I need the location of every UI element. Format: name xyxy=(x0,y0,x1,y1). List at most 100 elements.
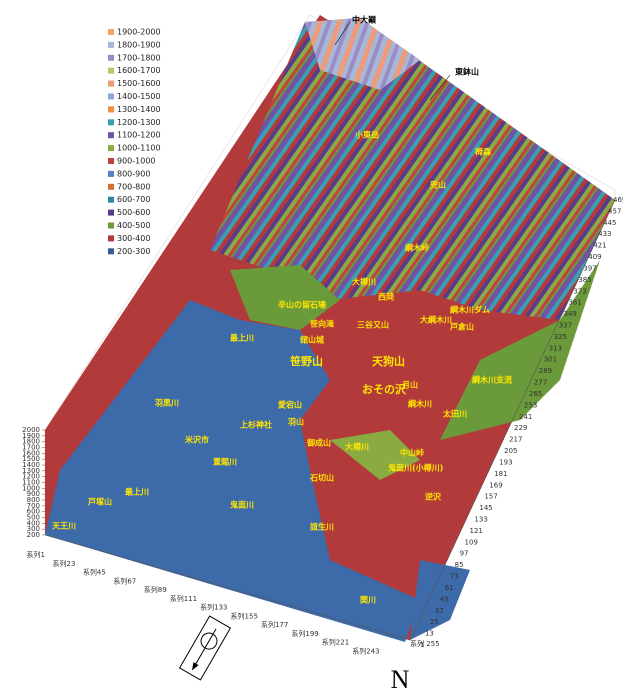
depth-axis-label: 97 xyxy=(460,550,469,558)
legend-swatch xyxy=(108,197,114,203)
place-label: 最上川 xyxy=(125,487,149,497)
series-axis-label: 系列133 xyxy=(200,603,227,612)
depth-axis-label: 229 xyxy=(514,424,527,432)
legend-swatch xyxy=(108,68,114,74)
place-label: 戸倉山 xyxy=(450,322,474,332)
depth-axis-label: 457 xyxy=(608,207,621,215)
place-label: 小東岳 xyxy=(354,130,379,140)
legend-swatch xyxy=(108,42,114,48)
depth-axis-label: 373 xyxy=(573,287,586,295)
legend-label: 1900-2000 xyxy=(117,28,161,37)
series-axis-label: 系列45 xyxy=(83,568,106,577)
place-label: 綱木峠 xyxy=(405,243,429,253)
place-label: 鬼面川(小樽川) xyxy=(388,463,443,473)
depth-axis-label: 169 xyxy=(489,481,502,489)
depth-axis-label: 277 xyxy=(534,379,547,387)
legend-swatch xyxy=(108,158,114,164)
legend-swatch xyxy=(108,235,114,241)
depth-axis-label: 337 xyxy=(559,322,572,330)
legend-swatch xyxy=(108,81,114,87)
legend-swatch xyxy=(108,210,114,216)
depth-axis-label: 181 xyxy=(494,470,507,478)
depth-axis-label: 397 xyxy=(583,264,596,272)
depth-axis-label: 25 xyxy=(430,618,439,626)
depth-axis-label: 361 xyxy=(568,299,581,307)
depth-axis-label: 49 xyxy=(440,595,449,603)
north-label: N xyxy=(391,665,410,694)
series-axis-label: 系列67 xyxy=(113,576,136,585)
peak-label: 東鉢山 xyxy=(455,67,479,77)
depth-axis-label: 241 xyxy=(519,413,532,421)
depth-axis-label: 73 xyxy=(450,573,459,581)
place-label: 誼生川 xyxy=(310,522,334,532)
chart: N 1900-20001800-19001700-18001600-170015… xyxy=(0,0,623,694)
legend-swatch xyxy=(108,248,114,254)
depth-axis-label: 193 xyxy=(499,458,512,466)
series-axis-label: 系列155 xyxy=(231,611,258,620)
depth-axis-label: 157 xyxy=(484,493,497,501)
series-axis-label: 系列221 xyxy=(322,638,349,647)
depth-axis-label: 289 xyxy=(539,367,552,375)
depth-axis-label: 433 xyxy=(598,230,611,238)
legend-label: 1700-1800 xyxy=(117,53,161,62)
place-label: 御成山 xyxy=(306,438,331,448)
place-label: 辛山の留石場 xyxy=(278,300,326,310)
place-label: 最上川 xyxy=(230,333,254,343)
legend-swatch xyxy=(108,223,114,229)
place-label-large: おその沢 xyxy=(362,382,407,396)
legend-swatch xyxy=(108,171,114,177)
place-label: 舘山城 xyxy=(299,335,324,345)
legend-label: 200-300 xyxy=(117,247,150,256)
legend-swatch xyxy=(108,119,114,125)
legend-swatch xyxy=(108,94,114,100)
series-axis-label: 系列199 xyxy=(291,629,318,638)
series-axis-label: 系列89 xyxy=(144,585,167,594)
depth-axis-label: 301 xyxy=(544,356,557,364)
place-label-large: 天狗山 xyxy=(372,354,405,368)
place-label: 石切山 xyxy=(309,473,334,483)
depth-axis-label: 145 xyxy=(479,504,492,512)
depth-axis-label: 121 xyxy=(469,527,482,535)
depth-axis-label: 13 xyxy=(425,630,434,638)
series-axis-label: 系列111 xyxy=(170,594,197,603)
series-axis-label: 系列177 xyxy=(261,620,288,629)
depth-axis-label: 217 xyxy=(509,436,522,444)
legend-label: 700-800 xyxy=(117,182,150,191)
depth-axis-label: 385 xyxy=(578,276,591,284)
legend-swatch xyxy=(108,184,114,190)
north-arrow xyxy=(180,616,231,680)
series-axis-label: 系列 255 xyxy=(410,639,440,648)
z-tick-label: 2000 xyxy=(22,426,40,434)
depth-axis-label: 325 xyxy=(554,333,567,341)
place-label: 米沢市 xyxy=(184,435,209,445)
depth-axis-label: 37 xyxy=(435,607,444,615)
legend-label: 1600-1700 xyxy=(117,66,161,75)
depth-axis-label: 61 xyxy=(445,584,454,592)
place-label: 鬼面川 xyxy=(230,500,254,510)
depth-axis-label: 265 xyxy=(529,390,542,398)
legend-label: 1000-1100 xyxy=(117,144,161,153)
place-label: 西岡 xyxy=(378,293,394,302)
place-label: 羽山 xyxy=(288,417,304,427)
place-label: 兜山 xyxy=(430,180,446,190)
depth-axis-label: 133 xyxy=(474,515,487,523)
legend-label: 400-500 xyxy=(117,221,150,230)
depth-axis-label: 469 xyxy=(613,196,623,204)
depth-axis-label: 349 xyxy=(564,310,577,318)
place-label: 三谷又山 xyxy=(357,320,389,330)
peak-label: 中大巓 xyxy=(352,15,377,25)
place-label: 綱木川支流 xyxy=(472,375,512,385)
depth-axis-label: 421 xyxy=(593,242,606,250)
place-label: 中山峠 xyxy=(400,448,424,458)
depth-axis-label: 253 xyxy=(524,401,537,409)
place-label: 大樽川 xyxy=(345,442,369,452)
legend-label: 300-400 xyxy=(117,234,150,243)
legend-swatch xyxy=(108,29,114,35)
place-label: 綱木川 xyxy=(408,399,432,409)
depth-axis-label: 85 xyxy=(455,561,464,569)
legend-label: 500-600 xyxy=(117,208,150,217)
depth-axis-label: 409 xyxy=(588,253,601,261)
legend-label: 1300-1400 xyxy=(117,105,161,114)
place-label: 栂森 xyxy=(475,147,492,157)
place-label: 関川 xyxy=(360,595,376,605)
